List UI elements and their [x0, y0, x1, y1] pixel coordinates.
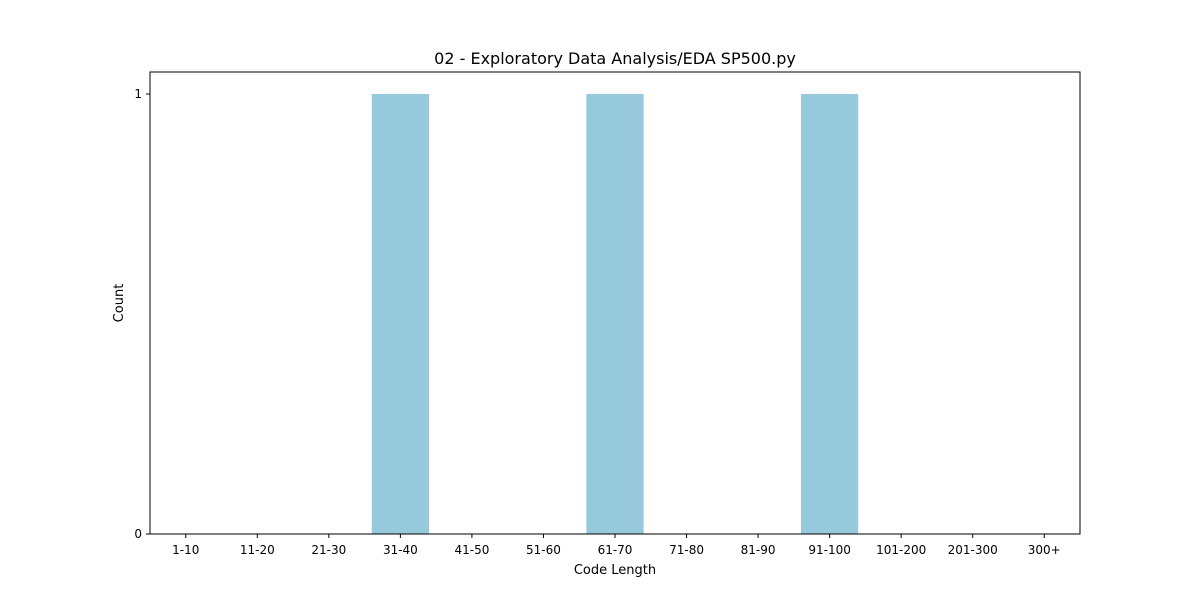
- y-ticks-group: 01: [134, 87, 150, 541]
- bar-61-70: [586, 94, 644, 534]
- x-ticks-group: 1-10 11-20 21-30 31-40 41-50 51-60 61-70 71-80 8…: [172, 534, 1061, 557]
- chart-title: 02 - Exploratory Data Analysis/EDA SP500…: [434, 49, 796, 68]
- bars-group: [371, 94, 859, 534]
- x-tick-label: 201-300: [948, 543, 998, 557]
- x-tick-label: 71-80: [669, 543, 704, 557]
- bar-31-40: [371, 94, 429, 534]
- x-tick-label: 91-100: [808, 543, 851, 557]
- x-tick-label: 101-200: [876, 543, 926, 557]
- x-tick-label: 61-70: [598, 543, 633, 557]
- bar-91-100: [801, 94, 859, 534]
- y-tick-label: 0: [134, 527, 142, 541]
- x-tick-label: 21-30: [311, 543, 346, 557]
- x-tick-label: 300+: [1028, 543, 1061, 557]
- x-tick-label: 31-40: [383, 543, 418, 557]
- x-tick-label: 81-90: [741, 543, 776, 557]
- x-axis-label: Code Length: [574, 563, 656, 578]
- x-tick-label: 41-50: [454, 543, 489, 557]
- x-tick-label: 1-10: [172, 543, 199, 557]
- y-tick-label: 1: [134, 87, 142, 101]
- y-axis-label: Count: [112, 284, 127, 323]
- x-tick-label: 11-20: [240, 543, 275, 557]
- x-tick-label: 51-60: [526, 543, 561, 557]
- plot-frame: [149, 71, 1081, 535]
